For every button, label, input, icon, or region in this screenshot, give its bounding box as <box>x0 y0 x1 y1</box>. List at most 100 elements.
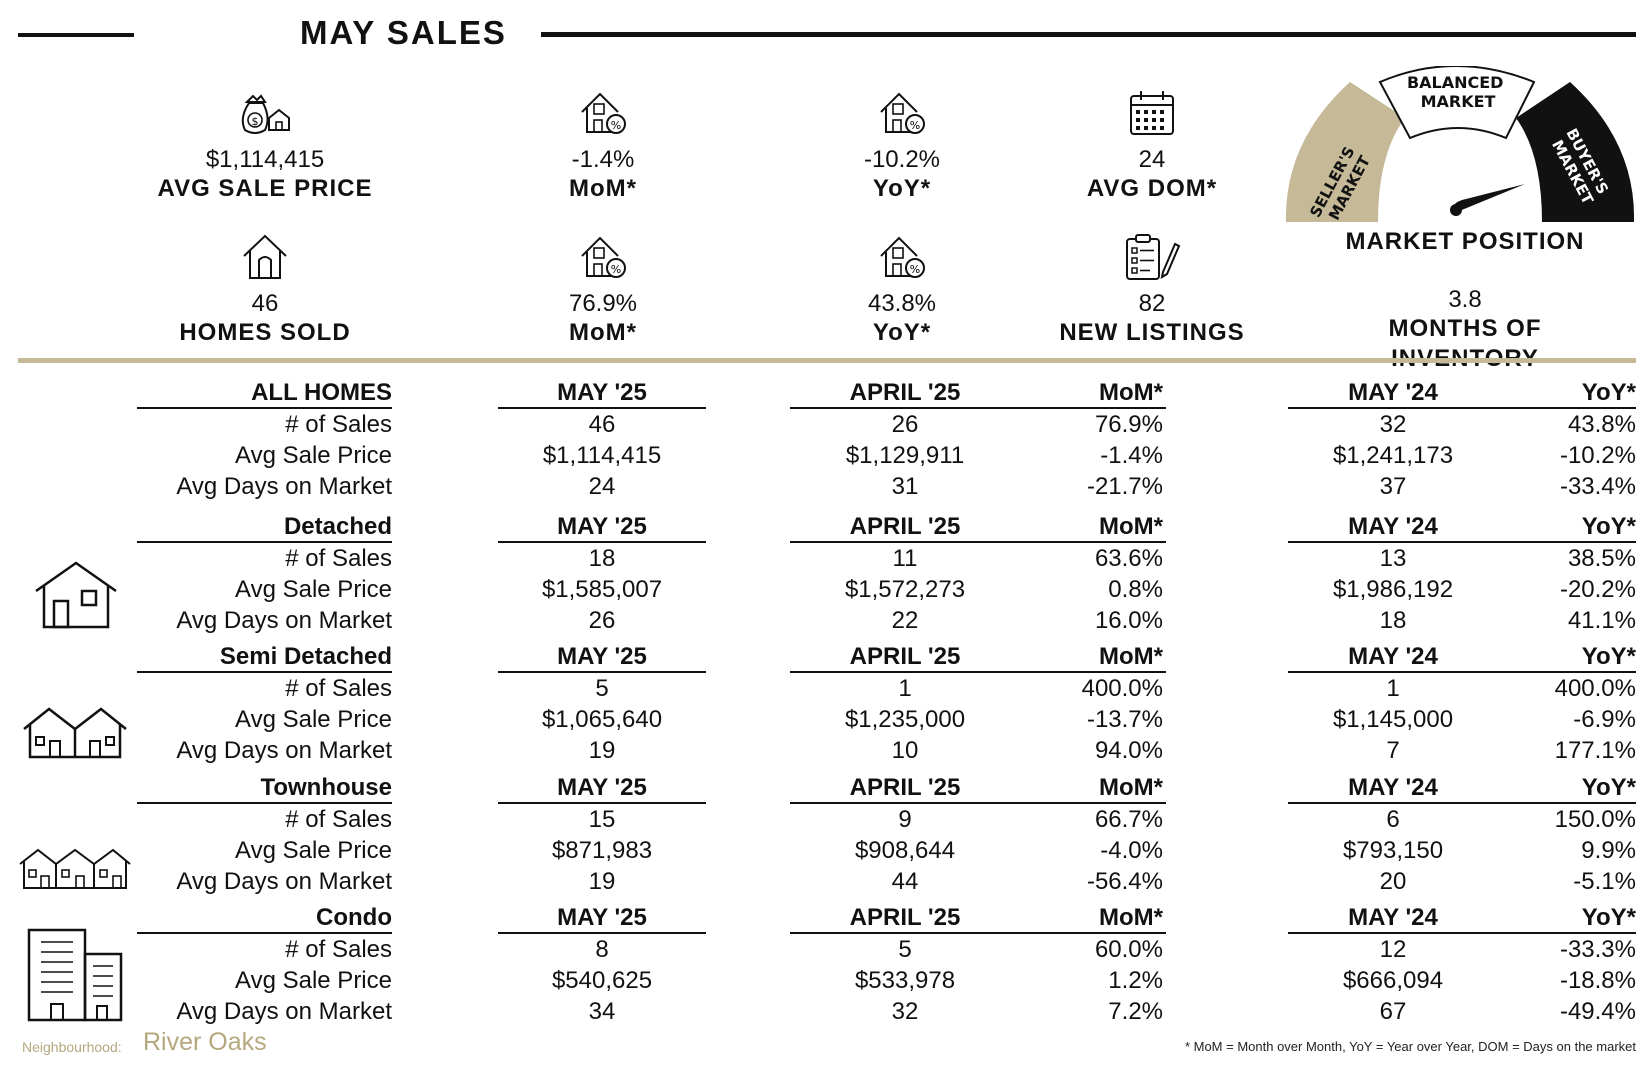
column-header: MoM* <box>1099 904 1163 931</box>
kpi-price-yoy: % -10.2% YoY* <box>752 88 1052 204</box>
table-cell: 5 <box>898 936 912 963</box>
column-header: MAY '24 <box>1348 379 1438 406</box>
header-underline <box>1288 407 1636 409</box>
column-header: APRIL '25 <box>849 379 961 406</box>
table-cell: -10.2% <box>1559 442 1636 469</box>
avg-dom-value: 24 <box>1138 146 1166 173</box>
header-underline <box>137 932 392 934</box>
calendar-icon <box>1130 91 1174 135</box>
table-cell: 177.1% <box>1554 737 1636 764</box>
table-cell: 34 <box>588 998 616 1025</box>
row-metric-label: Avg Days on Market <box>176 737 392 764</box>
kpi-sold-yoy: % 43.8% YoY* <box>752 232 1052 348</box>
kpi-new-listings: 82 NEW LISTINGS <box>1002 232 1302 348</box>
column-header: YoY* <box>1581 643 1636 670</box>
kpi-sold-mom: % 76.9% MoM* <box>453 232 753 348</box>
months-inventory-label: MONTHS OF INVENTORY <box>1388 315 1542 372</box>
header-underline <box>790 541 1166 543</box>
sellers-market-segment <box>1285 82 1405 222</box>
table-cell: 9.9% <box>1581 837 1636 864</box>
table-cell: 46 <box>588 411 616 438</box>
table-cell: $1,114,415 <box>542 442 662 469</box>
table-cell: -4.0% <box>1100 837 1163 864</box>
table-cell: $1,241,173 <box>1332 442 1454 469</box>
row-metric-label: # of Sales <box>285 806 392 833</box>
semi-detached-icon <box>23 707 127 759</box>
gauge-needle-pivot <box>1450 204 1462 216</box>
row-metric-label: # of Sales <box>285 675 392 702</box>
row-metric-label: Avg Sale Price <box>235 442 392 469</box>
column-header: MAY '25 <box>557 379 647 406</box>
header-underline <box>498 802 706 804</box>
header-underline <box>137 541 392 543</box>
header-underline <box>498 541 706 543</box>
table-cell: $1,986,192 <box>1332 576 1454 603</box>
row-metric-label: Avg Sale Price <box>235 837 392 864</box>
kpi-price-mom: % -1.4% MoM* <box>453 88 753 204</box>
column-header: MoM* <box>1099 379 1163 406</box>
balanced-market-line2: MARKET <box>1421 92 1496 111</box>
table-cell: 43.8% <box>1567 411 1636 438</box>
condo-building-icon <box>27 928 123 1022</box>
table-cell: 32 <box>1379 411 1407 438</box>
column-header: MAY '24 <box>1348 643 1438 670</box>
section-title: Detached <box>283 513 392 540</box>
table-cell: 22 <box>891 607 919 634</box>
table-cell: 11 <box>892 545 918 572</box>
column-header: MAY '24 <box>1348 904 1438 931</box>
table-cell: $666,094 <box>1342 967 1444 994</box>
column-header: APRIL '25 <box>849 513 961 540</box>
column-header: MoM* <box>1099 513 1163 540</box>
table-cell: 26 <box>891 411 919 438</box>
title-rule-right <box>541 32 1636 37</box>
neighbourhood-label: Neighbourhood: <box>22 1039 122 1055</box>
svg-text:%: % <box>910 263 920 276</box>
price-yoy-value: -10.2% <box>863 146 941 173</box>
table-cell: $1,572,273 <box>844 576 966 603</box>
column-header: APRIL '25 <box>849 643 961 670</box>
table-cell: -13.7% <box>1086 706 1163 733</box>
table-cell: $533,978 <box>854 967 956 994</box>
header-underline <box>1288 671 1636 673</box>
title-rule-left <box>18 33 134 37</box>
header-underline <box>790 802 1166 804</box>
table-cell: -1.4% <box>1100 442 1163 469</box>
svg-text:%: % <box>611 119 621 132</box>
money-bag-house-icon: $ <box>241 94 290 134</box>
row-metric-label: Avg Days on Market <box>176 868 392 895</box>
table-cell: -56.4% <box>1086 868 1163 895</box>
house-percent-icon: % <box>581 92 626 134</box>
page-title: MAY SALES <box>300 14 507 51</box>
table-cell: 20 <box>1379 868 1407 895</box>
table-cell: 32 <box>891 998 919 1025</box>
house-percent-icon: % <box>880 92 925 134</box>
market-position-label: MARKET POSITION <box>1345 228 1585 255</box>
row-metric-label: Avg Sale Price <box>235 967 392 994</box>
column-header: MoM* <box>1099 774 1163 801</box>
table-cell: $1,235,000 <box>844 706 966 733</box>
kpi-homes-sold: 46 HOMES SOLD <box>115 232 415 348</box>
table-cell: 10 <box>891 737 919 764</box>
table-cell: $1,585,007 <box>541 576 663 603</box>
house-icon <box>243 234 287 279</box>
table-cell: 9 <box>898 806 912 833</box>
header-underline <box>137 802 392 804</box>
table-cell: $1,145,000 <box>1332 706 1454 733</box>
column-header: MAY '25 <box>557 774 647 801</box>
table-cell: 0.8% <box>1108 576 1163 603</box>
new-listings-label: NEW LISTINGS <box>1059 319 1245 346</box>
table-cell: 44 <box>891 868 919 895</box>
table-cell: 7.2% <box>1108 998 1163 1025</box>
table-cell: -33.3% <box>1559 936 1636 963</box>
column-header: YoY* <box>1581 379 1636 406</box>
avg-sale-price-value: $1,114,415 <box>205 146 325 173</box>
homes-sold-label: HOMES SOLD <box>179 319 351 346</box>
table-cell: 18 <box>1379 607 1407 634</box>
column-header: MAY '25 <box>557 513 647 540</box>
table-cell: -33.4% <box>1559 473 1636 500</box>
row-metric-label: # of Sales <box>285 936 392 963</box>
column-header: MAY '24 <box>1348 513 1438 540</box>
table-cell: 19 <box>588 868 616 895</box>
column-header: YoY* <box>1581 513 1636 540</box>
table-cell: 1.2% <box>1108 967 1163 994</box>
